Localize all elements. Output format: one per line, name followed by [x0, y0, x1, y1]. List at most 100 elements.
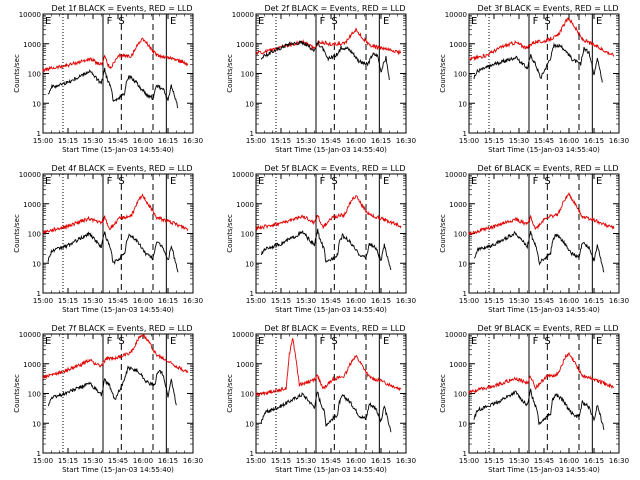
phase-marker-label: E: [471, 16, 477, 27]
y-axis-label: Counts/sec: [439, 374, 447, 413]
y-tick-label: 10000: [19, 331, 41, 339]
x-tick-label: 16:00: [559, 137, 579, 145]
x-tick-label: 15:00: [459, 137, 479, 145]
phase-marker-label: F: [107, 336, 113, 347]
y-tick-label: 10000: [445, 331, 467, 339]
phase-marker-label: E: [258, 16, 264, 27]
x-tick-label: 15:00: [33, 137, 53, 145]
phase-marker-label: E: [596, 16, 602, 27]
x-tick-label: 15:15: [484, 137, 504, 145]
x-tick-label: 15:45: [321, 457, 341, 465]
x-tick-label: 16:30: [609, 297, 629, 305]
y-tick-label: 100: [241, 391, 254, 399]
y-tick-label: 1: [37, 290, 41, 298]
x-tick-label: 16:15: [158, 137, 178, 145]
plot-frame: [42, 13, 194, 134]
phase-marker-label: S: [331, 16, 337, 27]
panel-title: Det 9f BLACK = Events, RED = LLD: [477, 324, 618, 333]
x-tick-label: 16:00: [346, 297, 366, 305]
events-series-line: [47, 67, 179, 109]
y-tick-label: 10000: [445, 11, 467, 19]
y-axis-label: Counts/sec: [439, 214, 447, 253]
y-axis-label: Counts/sec: [226, 214, 234, 253]
x-tick-label: 15:00: [246, 297, 266, 305]
x-tick-label: 15:00: [459, 457, 479, 465]
phase-marker-label: E: [258, 336, 264, 347]
panel-det-9: Det 9f BLACK = Events, RED = LLD 1 10 100 10…: [439, 324, 629, 474]
y-tick-label: 1000: [236, 201, 254, 209]
x-tick-label: 15:00: [246, 137, 266, 145]
y-tick-label: 10000: [232, 171, 254, 179]
x-tick-label: 15:15: [271, 297, 291, 305]
phase-marker-label: S: [118, 176, 124, 187]
y-axis-label: Counts/sec: [13, 374, 21, 413]
x-tick-label: 15:45: [534, 297, 554, 305]
y-tick-label: 10000: [19, 11, 41, 19]
x-tick-label: 15:45: [321, 297, 341, 305]
y-tick-label: 1000: [449, 201, 467, 209]
events-series-line: [473, 230, 605, 273]
phase-marker-label: S: [118, 336, 124, 347]
phase-marker-label: S: [118, 16, 124, 27]
x-tick-label: 15:30: [509, 457, 529, 465]
y-axis-label: Counts/sec: [439, 54, 447, 93]
y-tick-label: 10: [32, 100, 41, 108]
x-tick-label: 15:45: [108, 457, 128, 465]
phase-marker-label: E: [170, 16, 176, 27]
x-tick-label: 16:30: [396, 137, 416, 145]
lld-series-line: [468, 352, 615, 395]
phase-marker-label: F: [533, 16, 539, 27]
x-tick-label: 16:00: [133, 137, 153, 145]
x-axis-label: Start Time (15-Jan-03 14:55:40): [62, 466, 174, 474]
x-axis-label: Start Time (15-Jan-03 14:55:40): [275, 146, 387, 154]
y-tick-label: 100: [28, 231, 41, 239]
x-tick-label: 15:30: [83, 297, 103, 305]
phase-marker-label: E: [45, 176, 51, 187]
y-tick-label: 1000: [23, 41, 41, 49]
phase-marker-label: F: [107, 16, 113, 27]
lld-series-line: [468, 191, 615, 236]
x-tick-label: 16:30: [183, 297, 203, 305]
y-axis-label: Counts/sec: [226, 374, 234, 413]
y-tick-label: 100: [241, 71, 254, 79]
x-tick-label: 16:30: [609, 137, 629, 145]
phase-marker-label: S: [544, 176, 550, 187]
y-tick-label: 1: [463, 290, 467, 298]
x-tick-label: 16:30: [183, 137, 203, 145]
x-tick-label: 16:15: [371, 297, 391, 305]
y-tick-label: 100: [241, 231, 254, 239]
x-tick-label: 16:15: [371, 137, 391, 145]
x-tick-label: 16:15: [158, 457, 178, 465]
x-tick-label: 15:30: [296, 457, 316, 465]
phase-marker-label: E: [471, 336, 477, 347]
phase-marker-label: E: [383, 16, 389, 27]
panel-title: Det 2f BLACK = Events, RED = LLD: [264, 4, 405, 13]
phase-marker-label: F: [320, 336, 326, 347]
x-axis-label: Start Time (15-Jan-03 14:55:40): [488, 306, 600, 314]
x-tick-label: 15:00: [459, 297, 479, 305]
plot-frame: [468, 173, 620, 294]
phase-marker-label: F: [533, 336, 539, 347]
plot-frame: [42, 173, 194, 294]
x-axis-label: Start Time (15-Jan-03 14:55:40): [488, 466, 600, 474]
phase-marker-label: E: [383, 336, 389, 347]
lld-series-line: [42, 332, 189, 380]
x-tick-label: 15:30: [296, 297, 316, 305]
x-tick-label: 15:00: [33, 457, 53, 465]
x-tick-label: 16:30: [183, 457, 203, 465]
x-axis-label: Start Time (15-Jan-03 14:55:40): [275, 306, 387, 314]
y-axis-label: Counts/sec: [226, 54, 234, 93]
x-tick-label: 16:00: [559, 297, 579, 305]
y-tick-label: 1000: [23, 201, 41, 209]
y-tick-label: 1: [250, 450, 254, 458]
events-series-line: [47, 365, 177, 407]
x-tick-label: 16:15: [584, 457, 604, 465]
y-tick-label: 10: [458, 260, 467, 268]
x-tick-label: 16:30: [609, 457, 629, 465]
plot-frame: [255, 333, 407, 454]
y-tick-label: 1000: [236, 41, 254, 49]
panel-title: Det 4f BLACK = Events, RED = LLD: [51, 164, 192, 173]
phase-marker-label: E: [383, 176, 389, 187]
panel-det-4: Det 4f BLACK = Events, RED = LLD 1 10 100 10…: [13, 164, 203, 314]
